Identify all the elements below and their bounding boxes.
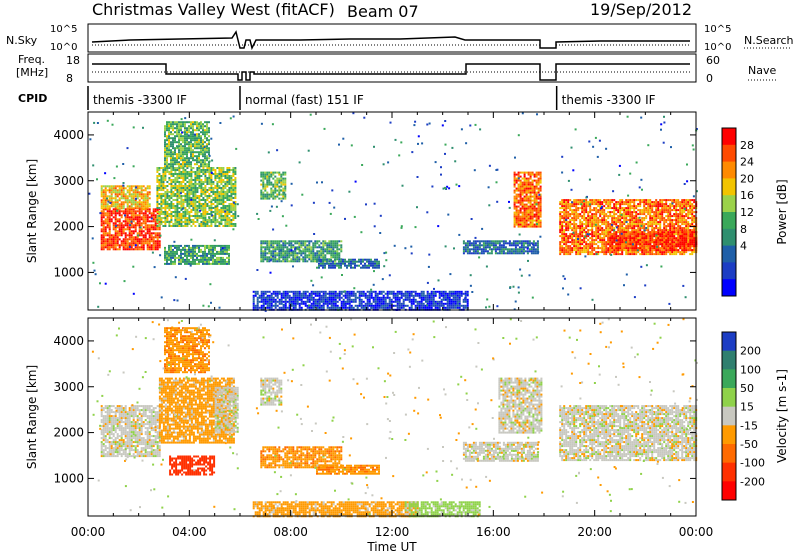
station-title: Christmas Valley West (fitACF): [92, 0, 335, 19]
y-axis-label: Slant Range [km]: [25, 159, 39, 263]
freq-label-1: Freq.: [18, 53, 45, 66]
x-tick-label: 00:00: [71, 525, 106, 539]
beam-title: Beam 07: [347, 2, 419, 21]
colorbar-swatch: [722, 369, 736, 389]
colorbar-swatch: [722, 406, 736, 426]
colorbar-tick: 50: [740, 382, 754, 395]
velocity-colorbar: 200 100 50 15 -15 -50 -100 -200 Velocity [m s-1]: [721, 331, 789, 501]
colorbar-swatch: [722, 279, 736, 297]
y-tick-label: 3000: [53, 174, 84, 188]
y-tick-label: 4000: [53, 334, 84, 348]
x-tick-label: 16:00: [476, 525, 511, 539]
power-panel: 1000 2000 3000 4000 Slant Range [km]: [25, 111, 698, 312]
colorbar-tick: 20: [740, 172, 754, 185]
nsearch-tick-bottom: 10^0: [704, 42, 731, 53]
x-tick-label: 20:00: [577, 525, 612, 539]
nsky-tick-bottom: 10^0: [50, 42, 77, 53]
colorbar-label: Power [dB]: [775, 179, 789, 244]
y-axis-label: Slant Range [km]: [25, 365, 39, 469]
y-tick-label: 2000: [53, 426, 84, 440]
freq-panel: Freq. [MHz] 18 8 Nave 60 0: [16, 53, 776, 85]
nsky-trace: [91, 30, 690, 51]
colorbar-swatch: [722, 195, 736, 213]
cpid-segment-label: themis -3300 IF: [562, 93, 656, 107]
colorbar-swatch: [722, 425, 736, 445]
colorbar-tick: 4: [740, 240, 747, 253]
colorbar-tick: 24: [740, 156, 754, 169]
colorbar-swatch: [722, 444, 736, 464]
colorbar-tick: -50: [740, 438, 758, 451]
colorbar-swatch: [722, 228, 736, 247]
colorbar-swatch: [722, 212, 736, 230]
x-tick-label: 12:00: [375, 525, 410, 539]
freq-label-2: [MHz]: [16, 66, 48, 79]
cpid-segment-label: normal (fast) 151 IF: [245, 93, 364, 107]
freq-tick-top: 18: [66, 54, 80, 67]
nsearch-tick-top: 10^5: [704, 24, 731, 35]
freq-tick-bottom: 8: [66, 72, 73, 85]
colorbar-swatch: [722, 462, 736, 482]
y-tick-label: 2000: [53, 220, 84, 234]
colorbar-tick: -15: [740, 419, 758, 432]
x-tick-label: 04:00: [172, 525, 207, 539]
nsky-tick-top: 10^5: [50, 24, 77, 35]
colorbar-swatch: [722, 332, 736, 352]
x-tick-label: 08:00: [273, 525, 308, 539]
nave-tick-bottom: 0: [706, 72, 713, 85]
velocity-panel: 1000 2000 3000 4000 Slant Range [km]: [25, 317, 698, 518]
colorbar-tick: 12: [740, 206, 754, 219]
colorbar-swatch: [722, 481, 736, 501]
freq-trace: [92, 63, 690, 81]
colorbar-swatch: [722, 388, 736, 408]
nave-tick-top: 60: [706, 54, 720, 67]
nsky-label: N.Sky: [6, 34, 38, 47]
cpid-segment-label: themis -3300 IF: [93, 93, 187, 107]
nave-label: Nave: [748, 64, 776, 77]
colorbar-tick: 28: [740, 139, 754, 152]
date-title: 19/Sep/2012: [590, 0, 693, 19]
x-tick-label: 00:00: [679, 525, 714, 539]
nsearch-label: N.Search: [744, 34, 794, 47]
colorbar-tick: -100: [740, 457, 765, 470]
y-tick-label: 1000: [53, 471, 84, 485]
colorbar-tick: 15: [740, 401, 754, 414]
y-tick-label: 3000: [53, 380, 84, 394]
colorbar-swatch: [722, 245, 736, 263]
colorbar-tick: 100: [740, 363, 761, 376]
y-tick-label: 1000: [53, 265, 84, 279]
colorbar-tick: 200: [740, 345, 761, 358]
colorbar-swatch: [722, 161, 736, 179]
colorbar-tick: 16: [740, 189, 754, 202]
colorbar-swatch: [722, 350, 736, 370]
power-colorbar: 28 24 20 16 12 8 4 Power [dB]: [721, 127, 789, 297]
x-axis-label: Time UT: [366, 540, 417, 554]
y-tick-label: 4000: [53, 128, 84, 142]
colorbar-tick: 8: [740, 223, 747, 236]
nsky-panel: N.Sky 10^5 10^0 N.Search 10^5 10^0: [6, 23, 794, 53]
colorbar-label: Velocity [m s-1]: [775, 369, 789, 463]
colorbar-tick: -200: [740, 475, 765, 488]
cpid-label: CPID: [18, 92, 47, 105]
colorbar-swatch: [722, 178, 736, 196]
cpid-panel: CPID themis -3300 IF normal (fast) 151 IF…: [18, 86, 656, 110]
colorbar-swatch: [722, 262, 736, 280]
colorbar-swatch: [722, 144, 736, 163]
colorbar-swatch: [722, 128, 736, 146]
